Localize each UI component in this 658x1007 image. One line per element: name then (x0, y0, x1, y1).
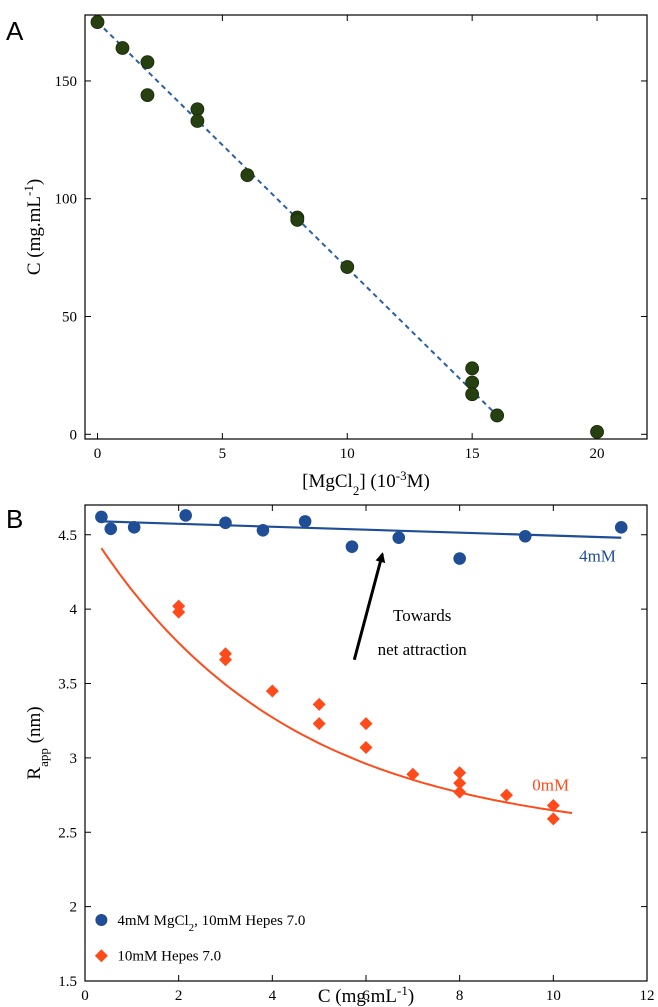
chart-panel-a: A 0 5 10 15 20 0 50 100 150 [MgCl2] (10-3M) C (m… (6, 14, 648, 498)
y-tick-label-a: 150 (55, 74, 78, 90)
data-point-0mM (453, 776, 467, 790)
data-point-a (115, 41, 130, 55)
axis-ticks-b: 0 2 4 6 8 10 12 1.5 2 2.5 3 3.5 4 4.5 (58, 505, 655, 1004)
data-point-4mM (219, 516, 232, 530)
x-tick-label-b: 0 (81, 988, 89, 1004)
y-tick-label-b: 2 (70, 900, 78, 916)
x-axis-label-b: C (mg.mL-1) (318, 983, 414, 1007)
y-axis-label-b: Rapp (nm) (24, 706, 51, 779)
data-point-4mM (614, 521, 628, 534)
y-tick-label-b: 3 (70, 751, 78, 767)
fit-curve-0mM (100, 547, 573, 814)
x-tick-label-b: 12 (640, 988, 655, 1004)
data-point-a (590, 425, 604, 439)
data-point-4mM (179, 509, 192, 522)
x-tick-label-b: 6 (362, 988, 370, 1004)
data-point-a (290, 213, 305, 227)
data-point-0mM (312, 697, 326, 711)
fit-line-4mM (101, 520, 622, 539)
label-0mM: 0mM (532, 776, 569, 795)
data-points-a (90, 15, 604, 439)
data-point-4mM (95, 510, 108, 524)
data-point-a (190, 102, 205, 117)
data-point-0mM (359, 740, 373, 754)
data-point-0mM (546, 798, 560, 812)
data-point-0mM (546, 812, 560, 826)
y-tick-label-a: 50 (62, 310, 77, 326)
data-point-a (465, 387, 480, 402)
data-point-a (340, 260, 355, 274)
y-tick-label-a: 100 (55, 192, 78, 208)
data-point-a (465, 375, 480, 390)
plot-frame-a (84, 14, 648, 440)
y-tick-label-a: 0 (70, 427, 78, 443)
legend: 4mM MgCl2, 10mM Hepes 7.0 10mM Hepes 7.0 (94, 913, 305, 965)
x-tick-label-b: 10 (546, 988, 561, 1004)
data-point-a (90, 15, 105, 29)
data-point-0mM (265, 684, 279, 698)
legend-marker-4mM (95, 914, 108, 927)
data-point-a (140, 55, 155, 70)
data-point-4mM (298, 515, 312, 528)
attraction-arrow (352, 552, 386, 661)
data-points-b (95, 509, 628, 826)
axis-ticks-a: 0 5 10 15 20 0 50 100 150 (55, 15, 647, 462)
y-tick-label-b: 3.5 (58, 677, 77, 693)
x-tick-label-a: 10 (340, 446, 355, 462)
data-point-4mM (345, 540, 359, 553)
y-tick-label-b: 2.5 (58, 825, 77, 841)
data-point-4mM (127, 521, 141, 534)
data-point-0mM (453, 785, 467, 799)
data-point-0mM (500, 788, 513, 802)
x-tick-label-a: 20 (590, 446, 605, 462)
data-point-a (140, 88, 155, 102)
x-tick-label-a: 5 (219, 446, 227, 462)
chart-panel-b: B 0 2 4 6 8 10 12 1.5 2 2.5 3 3.5 4 4.5 4mM 0mM Towar… (6, 504, 655, 1007)
panel-label-a: A (6, 16, 24, 46)
x-tick-label-b: 4 (269, 988, 277, 1004)
x-tick-label-b: 2 (175, 988, 183, 1004)
data-point-4mM (453, 552, 466, 565)
data-point-4mM (392, 531, 406, 545)
data-point-0mM (312, 717, 326, 731)
data-point-4mM (256, 523, 270, 537)
data-point-4mM (104, 522, 118, 536)
x-tick-label-b: 8 (456, 988, 464, 1004)
data-point-0mM (453, 766, 467, 780)
y-tick-label-b: 4 (70, 602, 78, 618)
data-point-a (490, 408, 505, 423)
data-point-0mM (359, 717, 373, 731)
x-axis-label-a: [MgCl2] (10-3M) (302, 468, 430, 498)
x-tick-label-a: 0 (94, 446, 102, 462)
data-point-0mM (406, 767, 420, 781)
y-tick-label-b: 1.5 (58, 974, 77, 990)
y-axis-label-a: C (mg.mL-1) (21, 179, 46, 275)
legend-marker-0mM (94, 949, 108, 963)
arrow-text-line-2: net attraction (378, 640, 468, 659)
label-4mM: 4mM (579, 547, 616, 566)
data-point-4mM (518, 529, 532, 543)
x-tick-label-a: 15 (465, 446, 480, 462)
data-point-a (240, 168, 255, 183)
data-point-a (190, 114, 205, 128)
y-tick-label-b: 4.5 (58, 528, 77, 544)
legend-label-0mM: 10mM Hepes 7.0 (117, 949, 221, 965)
panel-label-b: B (6, 504, 23, 534)
data-point-a (465, 361, 480, 376)
data-point-0mM (219, 653, 232, 667)
arrow-text-line-1: Towards (393, 606, 451, 625)
legend-label-4mM: 4mM MgCl2, 10mM Hepes 7.0 (117, 913, 305, 934)
data-point-0mM (172, 605, 186, 619)
